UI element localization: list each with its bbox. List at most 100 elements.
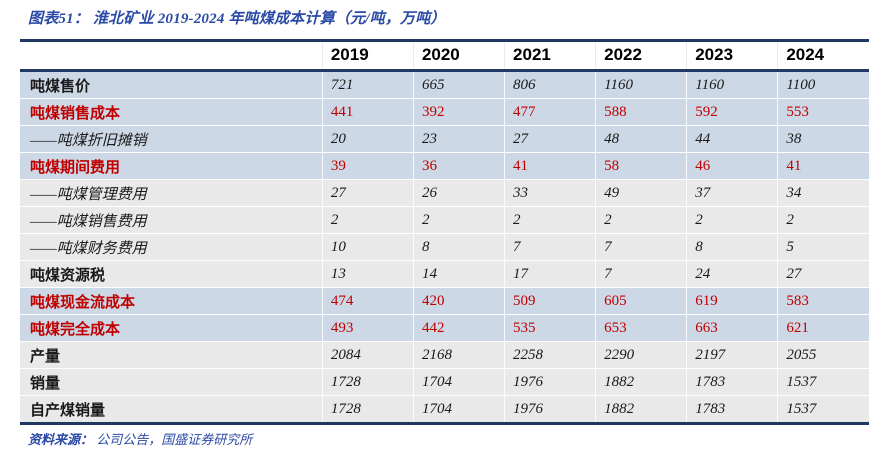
cost-table: 2019 2020 2021 2022 2023 2024 吨煤售价 721 665 806 11…: [20, 39, 869, 425]
cell-value: 2197: [686, 341, 778, 369]
cell-value: 33: [504, 179, 596, 207]
cell-value: 13: [321, 260, 414, 288]
cell-value: 420: [412, 287, 505, 315]
cell-value: 665: [412, 70, 505, 99]
cell-value: 553: [777, 98, 869, 126]
cell-value: 41: [777, 152, 869, 180]
cell-value: 7: [595, 233, 687, 261]
table-row: ——吨煤销售费用 2 2 2 2 2 2: [20, 206, 869, 234]
year-column-header: 2023: [686, 40, 778, 72]
cell-value: 27: [777, 260, 869, 288]
table-header: 2019 2020 2021 2022 2023 2024: [20, 40, 869, 72]
cell-value: 41: [504, 152, 596, 180]
source-note-text: 公司公告，国盛证券研究所: [96, 432, 253, 447]
table-row: 销量 1728 1704 1976 1882 1783 1537: [20, 368, 869, 396]
table-row: 吨煤现金流成本 474 420 509 605 619 583: [20, 287, 869, 315]
cell-value: 36: [412, 152, 505, 180]
cell-value: 2: [321, 206, 414, 234]
table-row: ——吨煤折旧摊销 20 23 27 48 44 38: [20, 125, 869, 153]
row-label: ——吨煤折旧摊销: [20, 125, 323, 153]
cell-value: 8: [686, 233, 778, 261]
cell-value: 588: [595, 98, 687, 126]
row-label: 自产煤销量: [20, 395, 323, 424]
cell-value: 37: [686, 179, 778, 207]
cell-value: 27: [321, 179, 414, 207]
cell-value: 2168: [412, 341, 505, 369]
table-row: ——吨煤管理费用 27 26 33 49 37 34: [20, 179, 869, 207]
table-row: ——吨煤财务费用 10 8 7 7 8 5: [20, 233, 869, 261]
cell-value: 592: [686, 98, 778, 126]
cell-value: 1704: [412, 368, 505, 396]
cell-value: 2: [595, 206, 687, 234]
cell-value: 2055: [777, 341, 869, 369]
cell-value: 24: [686, 260, 778, 288]
cell-value: 2: [504, 206, 596, 234]
cell-value: 1100: [777, 70, 869, 99]
cell-value: 44: [686, 125, 778, 153]
table-row: 产量 2084 2168 2258 2290 2197 2055: [20, 341, 869, 369]
cell-value: 509: [504, 287, 596, 315]
year-column-header: 2022: [595, 40, 687, 72]
row-label: 吨煤现金流成本: [20, 287, 323, 315]
figure-title-prefix: 图表51：: [28, 11, 90, 27]
cell-value: 621: [777, 314, 869, 342]
figure-title-text: 淮北矿业 2019-2024 年吨煤成本计算（元/吨，万吨）: [92, 11, 446, 27]
cell-value: 7: [504, 233, 596, 261]
cell-value: 2: [686, 206, 778, 234]
figure-title: 图表51： 淮北矿业 2019-2024 年吨煤成本计算（元/吨，万吨）: [28, 7, 446, 28]
cell-value: 2084: [321, 341, 414, 369]
cell-value: 653: [595, 314, 687, 342]
row-label: 产量: [20, 341, 323, 369]
source-note: 资料来源： 公司公告，国盛证券研究所: [28, 429, 252, 448]
cell-value: 1882: [595, 395, 687, 424]
cell-value: 20: [321, 125, 414, 153]
cell-value: 27: [504, 125, 596, 153]
table-row: 吨煤销售成本 441 392 477 588 592 553: [20, 98, 869, 126]
row-label: 吨煤期间费用: [20, 152, 323, 180]
table-body: 吨煤售价 721 665 806 1160 1160 1100 吨煤销售成本 441 392 477…: [20, 70, 869, 424]
row-label: ——吨煤管理费用: [20, 179, 323, 207]
cell-value: 474: [321, 287, 414, 315]
cell-value: 2258: [504, 341, 596, 369]
cell-value: 493: [321, 314, 414, 342]
cell-value: 38: [777, 125, 869, 153]
table-row: 吨煤期间费用 39 36 41 58 46 41: [20, 152, 869, 180]
cell-value: 5: [777, 233, 869, 261]
cell-value: 39: [321, 152, 414, 180]
cell-value: 1704: [412, 395, 505, 424]
table-header-row: 2019 2020 2021 2022 2023 2024: [20, 40, 869, 72]
table-row: 吨煤资源税 13 14 17 7 24 27: [20, 260, 869, 288]
cell-value: 1160: [595, 70, 687, 99]
year-column-header: 2021: [504, 40, 596, 72]
year-column-header: 2019: [321, 40, 414, 72]
cell-value: 58: [595, 152, 687, 180]
cell-value: 49: [595, 179, 687, 207]
year-column-header: 2020: [412, 40, 505, 72]
label-column-header: [20, 40, 323, 72]
cell-value: 17: [504, 260, 596, 288]
source-note-prefix: 资料来源：: [28, 432, 94, 447]
cell-value: 26: [412, 179, 505, 207]
cell-value: 1783: [686, 395, 778, 424]
cell-value: 1783: [686, 368, 778, 396]
cell-value: 7: [595, 260, 687, 288]
year-column-header: 2024: [777, 40, 869, 72]
cell-value: 392: [412, 98, 505, 126]
cell-value: 1882: [595, 368, 687, 396]
cell-value: 34: [777, 179, 869, 207]
cell-value: 10: [321, 233, 414, 261]
cell-value: 806: [504, 70, 596, 99]
cell-value: 48: [595, 125, 687, 153]
row-label: ——吨煤销售费用: [20, 206, 323, 234]
cell-value: 1976: [504, 395, 596, 424]
cell-value: 441: [321, 98, 414, 126]
cell-value: 1160: [686, 70, 778, 99]
cell-value: 535: [504, 314, 596, 342]
cell-value: 1537: [777, 368, 869, 396]
cell-value: 721: [321, 70, 414, 99]
cell-value: 619: [686, 287, 778, 315]
cell-value: 605: [595, 287, 687, 315]
cell-value: 583: [777, 287, 869, 315]
row-label: 吨煤完全成本: [20, 314, 323, 342]
